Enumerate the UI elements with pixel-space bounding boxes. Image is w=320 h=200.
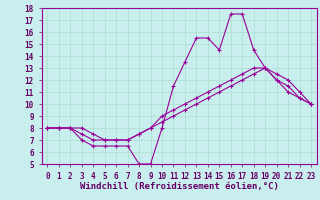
X-axis label: Windchill (Refroidissement éolien,°C): Windchill (Refroidissement éolien,°C) [80, 182, 279, 191]
